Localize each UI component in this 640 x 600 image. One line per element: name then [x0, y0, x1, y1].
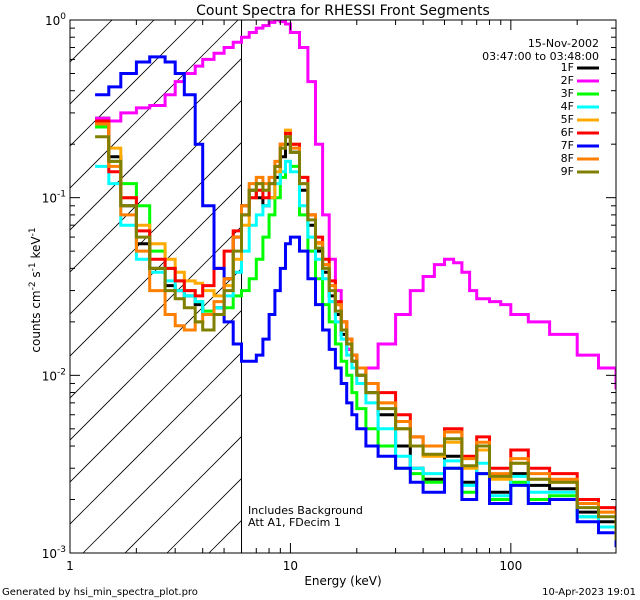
generated-by: Generated by hsi_min_spectra_plot.pro	[2, 587, 198, 598]
hatch-line	[70, 20, 113, 63]
hatch-line	[70, 351, 242, 525]
hatch-line	[70, 183, 242, 357]
legend-label-3F: 3F	[561, 87, 574, 100]
x-tick-label-100: 100	[499, 559, 522, 573]
annotation-background: Includes Background	[248, 504, 363, 517]
legend: 1F 2F 3F 4F 5F 6F 7F 8F 9F	[561, 61, 599, 178]
y-tick-label-1e-2: 10-2	[42, 367, 66, 383]
plot-frame	[69, 19, 617, 554]
series-line-4F	[95, 159, 616, 541]
series-line-1F	[95, 116, 616, 541]
hatch-line	[70, 141, 242, 315]
legend-label-6F: 6F	[561, 126, 574, 139]
hatch-line	[70, 20, 197, 147]
legend-label-9F: 9F	[561, 165, 574, 178]
y-tick-label-1e-1: 10-1	[42, 190, 66, 206]
series-line-9F	[95, 135, 616, 541]
legend-label-7F: 7F	[561, 139, 574, 152]
legend-label-5F: 5F	[561, 113, 574, 126]
hatch-line	[70, 225, 242, 399]
x-tick-label-1: 1	[66, 559, 74, 573]
date-label: 15-Nov-2002	[528, 37, 599, 50]
hatch-line	[70, 57, 242, 231]
hatch-line	[70, 99, 242, 273]
x-axis-label: Energy (keV)	[304, 574, 381, 588]
time-range-label: 03:47:00 to 03:48:00	[482, 50, 599, 63]
annotation-attenuator: Att A1, FDecim 1	[248, 516, 341, 529]
series-line-7F	[95, 55, 616, 548]
series-line-5F	[95, 122, 616, 535]
legend-label-4F: 4F	[561, 100, 574, 113]
series-layer	[95, 20, 616, 548]
legend-label-1F: 1F	[561, 61, 574, 74]
generated-on: 10-Apr-2023 19:01	[542, 587, 636, 598]
legend-label-2F: 2F	[561, 74, 574, 87]
hatch-line	[82, 393, 242, 553]
x-tick-label-10: 10	[283, 559, 298, 573]
legend-label-8F: 8F	[561, 152, 574, 165]
axis-ticks	[69, 19, 617, 554]
series-line-8F	[95, 122, 616, 535]
hatch-line	[70, 309, 242, 483]
hatched-region	[70, 20, 243, 553]
series-line-2F	[95, 20, 616, 390]
chart-title: Count Spectra for RHESSI Front Segments	[196, 3, 490, 19]
y-axis-label: counts cm-2 s-1 keV-1	[28, 227, 43, 352]
hatch-line	[70, 20, 155, 105]
hatch-line	[124, 435, 242, 553]
y-tick-label-1e-3: 10-3	[42, 545, 66, 561]
y-tick-label-1e0: 100	[45, 12, 66, 28]
